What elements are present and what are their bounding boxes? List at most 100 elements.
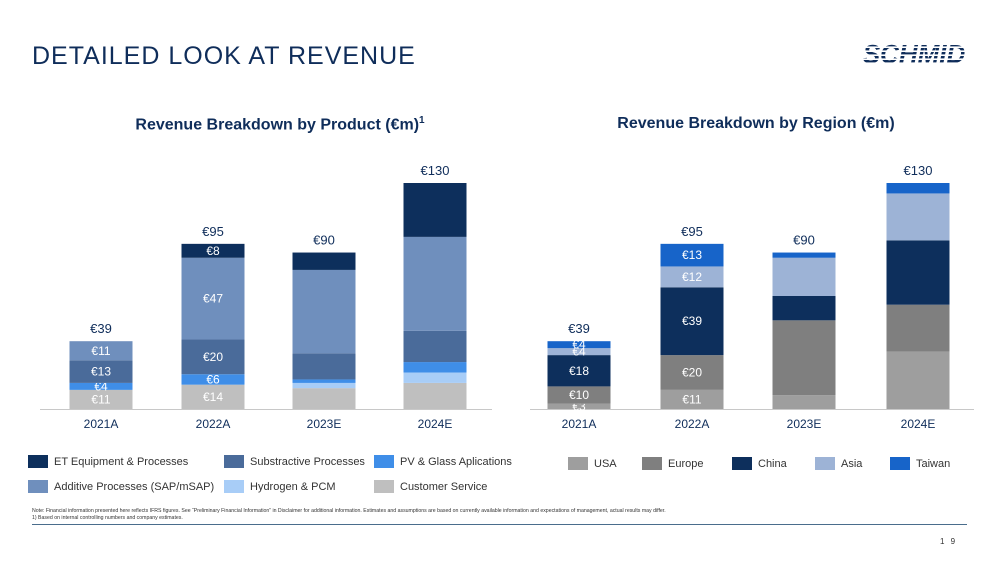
bar-segment [886, 240, 950, 305]
bar-segment [772, 320, 836, 396]
legend-swatch [815, 457, 835, 470]
x-tick-label: 2022A [196, 417, 231, 431]
bar-segment [547, 386, 611, 404]
legend-item-et-equipment: ET Equipment & Processes [28, 455, 188, 468]
schmid-logo: SCHMID [863, 40, 966, 68]
legend-item-pv-glass: PV & Glass Aplications [374, 455, 512, 468]
bar-segment [292, 379, 356, 383]
legend-swatch [568, 457, 588, 470]
bar-segment [886, 193, 950, 241]
bar-total-label: €95 [202, 224, 224, 239]
legend-item-europe: Europe [642, 457, 703, 470]
logo-text: SCHMID [863, 40, 966, 68]
chart-title-product-text: Revenue Breakdown by Product (€m) [135, 116, 420, 134]
legend-item-customer-service: Customer Service [374, 480, 487, 493]
bar-segment [292, 388, 356, 409]
legend-label: PV & Glass Aplications [400, 455, 512, 468]
bar-data-label: €11 [91, 392, 110, 406]
product-revenue-chart: €11€4€13€11€392021A€14€6€20€47€8€952022A… [40, 163, 492, 431]
bar-data-label: €11 [682, 392, 701, 406]
bar-total-label: €130 [904, 163, 933, 178]
legend-label: Additive Processes (SAP/mSAP) [54, 480, 215, 493]
bar-segment [69, 341, 133, 361]
legend-label: Taiwan [916, 457, 951, 470]
bar-segment [772, 252, 836, 258]
bar-data-label: €47 [203, 292, 223, 306]
bar-data-label: €20 [682, 365, 702, 379]
bar-segment [69, 360, 133, 383]
chart-title-region: Revenue Breakdown by Region (€m) [617, 115, 895, 132]
product-legend: ET Equipment & Processes Substractive Pr… [28, 455, 528, 500]
bar-segment [660, 287, 724, 356]
x-tick-label: 2024E [418, 417, 453, 431]
bar-segment [403, 382, 467, 409]
bar-total-label: €39 [90, 321, 112, 336]
bar-total-label: €90 [313, 233, 335, 248]
page-title: DETAILED LOOK AT REVENUE [32, 42, 416, 70]
legend-label: Substractive Processes [250, 455, 365, 468]
footnote: Note: Financial information presented he… [32, 508, 932, 522]
bar-total-label: €130 [421, 163, 450, 178]
legend-swatch [374, 480, 394, 493]
bar-segment [547, 355, 611, 387]
bar-data-label: €11 [91, 344, 110, 358]
bar-segment [292, 269, 356, 354]
bar-data-label: €12 [682, 270, 702, 284]
legend-swatch [732, 457, 752, 470]
legend-label: Customer Service [400, 480, 488, 493]
bar-segment [292, 252, 356, 270]
bar-segment [660, 355, 724, 390]
bar-segment [181, 374, 245, 385]
legend-item-usa: USA [568, 457, 617, 470]
x-tick-label: 2022A [675, 417, 710, 431]
legend-item-asia: Asia [815, 457, 862, 470]
bar-segment [547, 341, 611, 349]
legend-swatch [28, 455, 48, 468]
legend-label: ET Equipment & Processes [54, 455, 189, 468]
footer-divider [32, 524, 967, 525]
bar-segment [403, 372, 467, 383]
legend-item-china: China [732, 457, 787, 470]
legend-label: Europe [668, 457, 704, 470]
legend-swatch [374, 455, 394, 468]
bar-segment [547, 348, 611, 356]
x-tick-label: 2023E [787, 417, 822, 431]
bar-data-label: €8 [206, 244, 220, 258]
bar-total-label: €39 [568, 321, 590, 336]
legend-item-taiwan: Taiwan [890, 457, 950, 470]
legend-label: Asia [841, 457, 863, 470]
bar-segment [181, 384, 245, 409]
region-legend: USA Europe China Asia Taiwan [568, 457, 968, 477]
bar-segment [660, 266, 724, 288]
bar-segment [403, 362, 467, 373]
bar-data-label: €13 [682, 248, 702, 262]
bar-segment [403, 330, 467, 363]
bar-segment [403, 183, 467, 237]
legend-item-hydrogen: Hydrogen & PCM [224, 480, 336, 493]
bar-data-label: €6 [206, 372, 220, 386]
bar-segment [292, 353, 356, 380]
footnote-reference: 1) Based on internal controlling numbers… [32, 515, 183, 521]
legend-swatch [28, 480, 48, 493]
x-tick-label: 2023E [307, 417, 342, 431]
bar-segment [181, 339, 245, 375]
legend-item-additive: Additive Processes (SAP/mSAP) [28, 480, 214, 493]
legend-item-substractive: Substractive Processes [224, 455, 365, 468]
bar-segment [547, 403, 611, 409]
bar-data-label: €4 [572, 338, 586, 352]
bar-total-label: €95 [681, 224, 703, 239]
bar-data-label: €20 [203, 350, 223, 364]
bar-segment [181, 243, 245, 258]
bar-data-label: €18 [569, 364, 589, 378]
bar-segment [772, 257, 836, 296]
bar-segment [403, 236, 467, 331]
x-tick-label: 2024E [901, 417, 936, 431]
footnote-note: Note: Financial information presented he… [32, 508, 666, 514]
bar-segment [660, 243, 724, 267]
chart-title-product: Revenue Breakdown by Product (€m)1 [80, 115, 480, 134]
bar-segment [772, 395, 836, 409]
bar-segment [886, 351, 950, 409]
legend-label: Hydrogen & PCM [250, 480, 336, 493]
bar-segment [181, 257, 245, 340]
region-revenue-chart: €3€10€18€4€4€392021A€11€20€39€12€13€9520… [530, 163, 974, 431]
